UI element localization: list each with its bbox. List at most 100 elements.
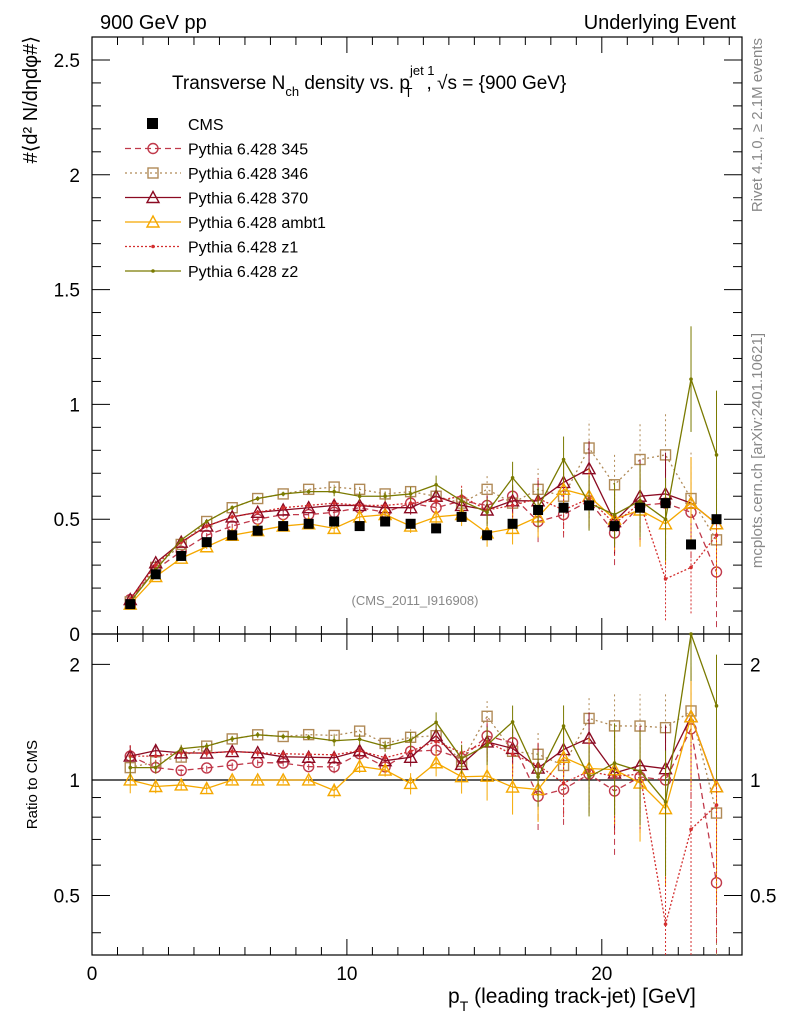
title-suffix: , √s = {900 GeV} [426,73,566,94]
main-y-tick-label: 1 [69,395,80,416]
main-series-point [204,524,209,528]
ratio-series-point [481,710,493,722]
main-series-point [332,489,336,494]
cms-data-point [711,514,722,525]
ratio-series-point [174,745,189,759]
x-tick-label: 10 [336,964,357,985]
main-series-point [230,515,234,519]
main-series-point [301,500,316,514]
main-series-point [403,500,418,514]
cms-data-point [456,511,467,522]
legend-label: CMS [188,117,224,134]
legend-label: Pythia 6.428 370 [188,191,308,208]
title-sub-ch: ch [285,84,299,99]
main-series-point [251,492,264,505]
cms-data-point [329,516,340,527]
header-energy: 900 GeV pp [100,12,207,34]
x-tick-label: 0 [87,964,98,985]
ratio-series-point [230,749,234,754]
main-series-point [255,496,260,501]
ratio-y-tick-label-right: 2 [750,655,761,676]
ratio-series-point [226,759,238,771]
mcplots-info: mcplots.cern.ch [arXiv:2401.10621] [749,333,766,568]
ratio-series-point [663,922,668,926]
main-y-tick-label: 1.5 [54,281,80,302]
ratio-series-point [638,769,642,773]
cms-data-point [609,521,620,532]
main-series-point [174,534,189,548]
ratio-series-point [663,800,668,804]
ratio-series-line [130,709,718,814]
main-series-point [689,565,693,570]
cms-data-point [405,518,416,529]
ratio-y-tick-label: 0.5 [54,887,80,908]
ratio-series-point [174,777,189,791]
ratio-series-point [403,749,418,763]
ratio-series-point [332,752,336,757]
ratio-series-point [201,762,213,774]
header-process: Underlying Event [584,12,737,34]
ratio-series-point [454,769,469,783]
main-series-point [638,499,642,503]
x-tick-label: 20 [591,964,612,985]
plot-title: Transverse Nch density vs. pjet 1 T , √s =… [172,63,566,100]
main-series-point [663,517,668,521]
ratio-series-point [377,762,393,776]
main-series-point [275,502,291,516]
main-series-point [204,519,209,524]
ratio-series-point [383,755,387,760]
cms-data-point [380,516,391,527]
y-axis-title-main: #⟨d² N/dηdφ#⟩ [20,36,42,164]
ratio-series-point [153,765,158,770]
main-series-point [326,520,342,535]
main-panel-data [123,326,724,628]
main-series-point [612,512,617,517]
main-y-tick-label: 0.5 [54,510,80,531]
cms-data-point [227,530,238,541]
legend: CMS Pythia 6.428 345 Pythia 6.428 346 Pythi… [125,117,326,281]
ratio-series-point [683,709,699,723]
ratio-series-point [326,750,342,764]
main-series-point [510,476,515,480]
ratio-series-point [153,754,158,758]
ratio-panel-data [92,632,742,955]
ratio-series-point [459,756,464,761]
legend-label: Pythia 6.428 z1 [188,240,298,257]
cms-data-point [354,521,365,532]
ratio-series-point [556,749,571,764]
main-series-point [199,518,214,532]
main-series-point [153,563,158,567]
cms-data-point [584,500,595,511]
legend-marker [147,167,159,179]
cms-data-point [303,518,314,529]
main-y-tick-label: 2.5 [54,51,80,72]
legend-label: Pythia 6.428 z2 [188,264,298,281]
legend-marker [145,214,161,228]
ratio-series-point [123,772,138,786]
legend-marker [145,190,161,204]
ratio-y-tick-label-right: 1 [750,771,761,792]
ratio-series-point [479,768,495,782]
ratio-series-point [332,738,336,743]
main-series-point [179,538,184,542]
ratio-series-point [302,760,315,773]
main-series-point [663,577,668,581]
main-series-point [250,504,265,519]
ratio-series-point [128,765,133,770]
axis-tick-labels: 0 10 20 0 0.5 1 1.5 2 2.5 0.5 0.5 1 1 2 2 [54,51,777,985]
x-axis-title-rest: (leading track-jet) [GeV] [468,985,696,1008]
title-sup-jet: jet 1 [409,63,435,78]
main-series-point [226,502,238,514]
cms-data-point [176,550,187,561]
main-series-point [481,483,493,496]
ratio-series-point [175,764,187,777]
x-axis-title-sub: T [460,998,469,1014]
main-series-line [129,378,718,603]
cms-data-point [533,505,544,516]
main-series-line [129,446,718,603]
ratio-series-point [204,744,209,748]
ratio-series-point [714,803,719,807]
main-series-point [302,483,315,496]
ratio-series-point [281,751,285,756]
main-series-point [408,492,413,496]
